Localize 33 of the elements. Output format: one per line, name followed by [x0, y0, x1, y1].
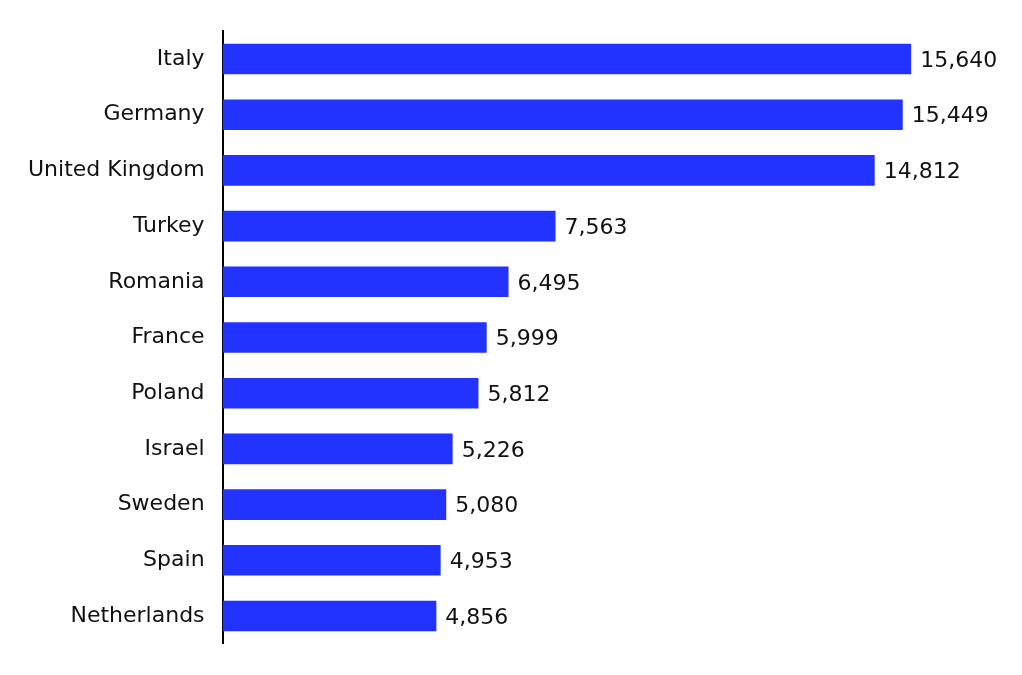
bar [222, 155, 875, 186]
bar [222, 266, 509, 298]
bar [222, 322, 487, 353]
bar [222, 544, 441, 576]
data-label: 7,563 [564, 213, 628, 239]
bar [222, 377, 479, 409]
bar [222, 433, 453, 465]
bar [222, 600, 437, 632]
bar [222, 210, 556, 242]
data-label: 15,449 [911, 102, 989, 128]
data-label: 5,812 [487, 380, 551, 406]
data-label: 15,640 [920, 46, 998, 72]
y-tick-label: Germany [103, 100, 205, 126]
bar [222, 43, 912, 75]
y-tick-label: Israel [144, 434, 205, 460]
y-tick-label: Italy [156, 44, 205, 70]
y-tick-label: United Kingdom [27, 156, 205, 182]
y-tick-label: Sweden [117, 490, 205, 516]
y-tick-label: Spain [143, 545, 205, 571]
y-tick-label: Poland [131, 378, 205, 404]
data-label: 4,953 [449, 547, 513, 573]
data-label: 6,495 [517, 269, 581, 295]
data-label: 5,226 [461, 436, 525, 462]
y-tick-label: Turkey [131, 211, 205, 237]
data-label: 5,999 [495, 325, 559, 351]
bar [222, 99, 903, 131]
bar [222, 489, 447, 520]
data-label: 4,856 [445, 603, 509, 629]
y-tick-label: Romania [108, 267, 205, 293]
y-tick-label: France [131, 323, 205, 349]
data-label: 14,812 [883, 158, 961, 184]
data-label: 5,080 [455, 492, 519, 518]
y-tick-label: Netherlands [70, 601, 205, 627]
